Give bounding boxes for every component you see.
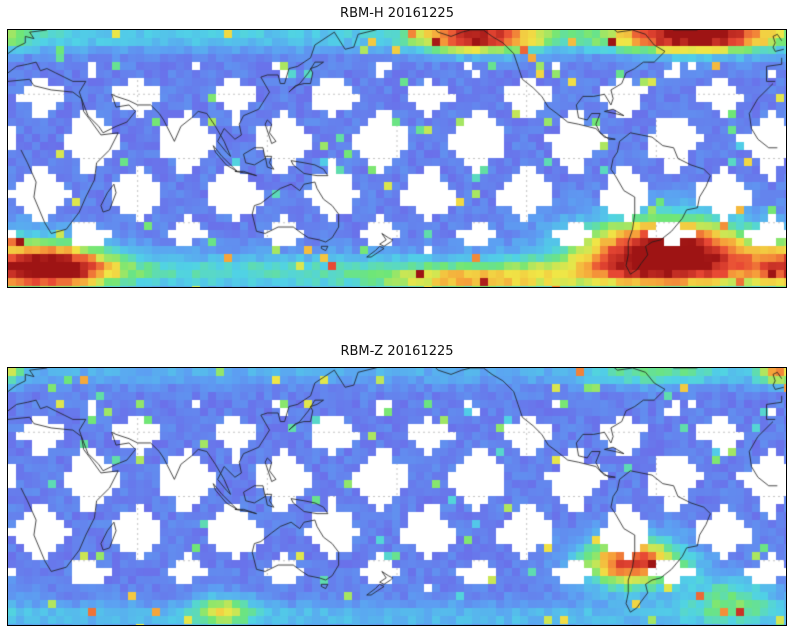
panel-title-rbm-z: RBM-Z 20161225: [340, 344, 454, 359]
panel-title-rbm-h: RBM-H 20161225: [340, 6, 454, 21]
map-rbm-z: [7, 367, 787, 626]
map-rbm-h: [7, 29, 787, 288]
